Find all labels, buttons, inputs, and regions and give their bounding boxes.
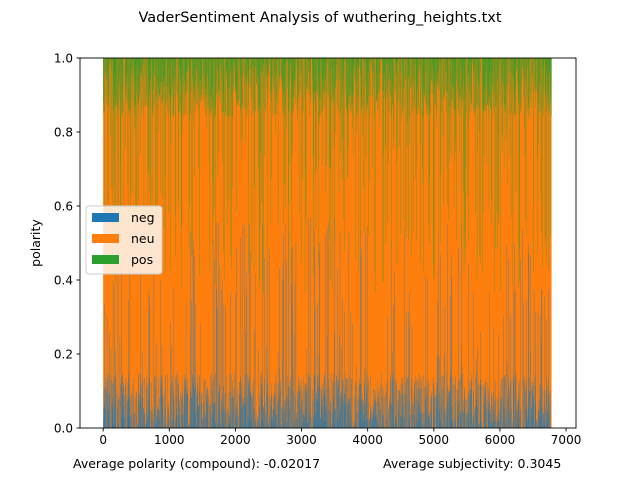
y-tick-label: 0.2 <box>54 348 73 362</box>
legend: neg neu pos <box>85 205 163 275</box>
x-tick-label: 0 <box>99 433 107 447</box>
y-tick-label: 0.4 <box>54 274 73 288</box>
legend-swatch-neg <box>92 213 119 222</box>
x-tick-label: 3000 <box>286 433 317 447</box>
y-tick-label: 0.8 <box>54 126 73 140</box>
x-tick-label: 5000 <box>419 433 450 447</box>
y-tick-label: 1.0 <box>54 52 73 66</box>
legend-swatch-pos <box>92 255 119 264</box>
y-tick-label: 0.6 <box>54 200 73 214</box>
x-tick-label: 7000 <box>551 433 582 447</box>
footer-avg-subjectivity: Average subjectivity: 0.3045 <box>383 456 561 471</box>
y-tick-label: 0.0 <box>54 422 73 436</box>
legend-swatch-neu <box>92 234 119 243</box>
legend-label-pos: pos <box>131 252 153 267</box>
x-tick-label: 2000 <box>220 433 251 447</box>
footer-avg-polarity: Average polarity (compound): -0.02017 <box>73 456 320 471</box>
plot-area <box>79 57 577 429</box>
y-axis-label: polarity <box>28 219 43 267</box>
legend-label-neg: neg <box>131 210 155 225</box>
y-axis: 0.0 0.2 0.4 0.6 0.8 1.0 <box>54 52 80 436</box>
legend-label-neu: neu <box>131 231 155 246</box>
plot-frame <box>79 57 577 429</box>
x-tick-label: 6000 <box>485 433 516 447</box>
bars-group <box>103 58 552 428</box>
x-axis: 0 1000 2000 3000 4000 5000 6000 7000 <box>99 428 581 447</box>
chart-title: VaderSentiment Analysis of wuthering_hei… <box>138 10 501 26</box>
x-tick-label: 4000 <box>352 433 383 447</box>
x-tick-label: 1000 <box>154 433 185 447</box>
